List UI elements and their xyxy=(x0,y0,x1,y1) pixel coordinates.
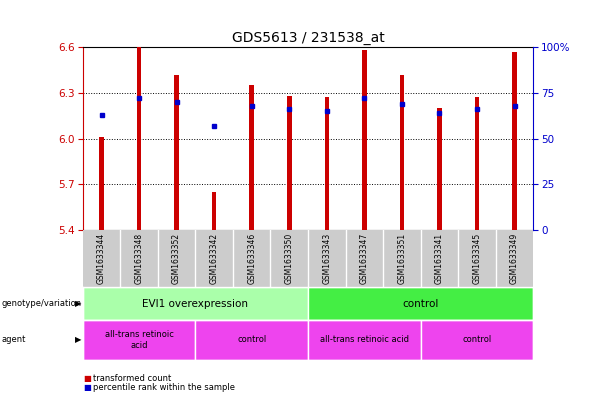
Text: GSM1633351: GSM1633351 xyxy=(397,233,406,284)
Text: percentile rank within the sample: percentile rank within the sample xyxy=(93,383,235,391)
Bar xyxy=(174,75,179,230)
Text: genotype/variation: genotype/variation xyxy=(1,299,82,308)
Bar xyxy=(196,320,308,360)
Bar xyxy=(212,192,216,230)
Text: all-trans retinoic
acid: all-trans retinoic acid xyxy=(105,330,173,350)
Text: GSM1633346: GSM1633346 xyxy=(247,233,256,284)
Text: all-trans retinoic acid: all-trans retinoic acid xyxy=(320,336,409,344)
Text: GSM1633348: GSM1633348 xyxy=(135,233,143,284)
Text: agent: agent xyxy=(1,336,26,344)
Text: ■: ■ xyxy=(83,383,91,391)
Bar xyxy=(512,52,517,230)
Text: ▶: ▶ xyxy=(75,299,82,308)
Text: control: control xyxy=(403,299,439,309)
Text: GSM1633345: GSM1633345 xyxy=(473,233,481,284)
Bar xyxy=(362,50,367,230)
Bar xyxy=(137,47,142,230)
Text: GSM1633352: GSM1633352 xyxy=(172,233,181,284)
Bar xyxy=(308,320,421,360)
Bar xyxy=(421,320,533,360)
Bar xyxy=(99,137,104,230)
Bar xyxy=(249,85,254,230)
Text: GSM1633341: GSM1633341 xyxy=(435,233,444,284)
Bar xyxy=(83,320,196,360)
Text: GSM1633349: GSM1633349 xyxy=(510,233,519,284)
Text: GSM1633343: GSM1633343 xyxy=(322,233,331,284)
Bar xyxy=(287,96,292,230)
Text: control: control xyxy=(237,336,266,344)
Bar xyxy=(474,97,479,230)
Bar xyxy=(308,287,533,320)
Text: transformed count: transformed count xyxy=(93,374,172,382)
Bar xyxy=(324,97,329,230)
Bar xyxy=(437,108,442,230)
Text: GSM1633350: GSM1633350 xyxy=(285,233,294,284)
Bar xyxy=(83,287,308,320)
Text: EVI1 overexpression: EVI1 overexpression xyxy=(142,299,248,309)
Text: GSM1633342: GSM1633342 xyxy=(210,233,219,284)
Text: control: control xyxy=(462,336,492,344)
Text: GSM1633344: GSM1633344 xyxy=(97,233,106,284)
Text: ▶: ▶ xyxy=(75,336,82,344)
Text: ■: ■ xyxy=(83,374,91,382)
Title: GDS5613 / 231538_at: GDS5613 / 231538_at xyxy=(232,31,384,45)
Bar xyxy=(400,75,404,230)
Text: GSM1633347: GSM1633347 xyxy=(360,233,369,284)
